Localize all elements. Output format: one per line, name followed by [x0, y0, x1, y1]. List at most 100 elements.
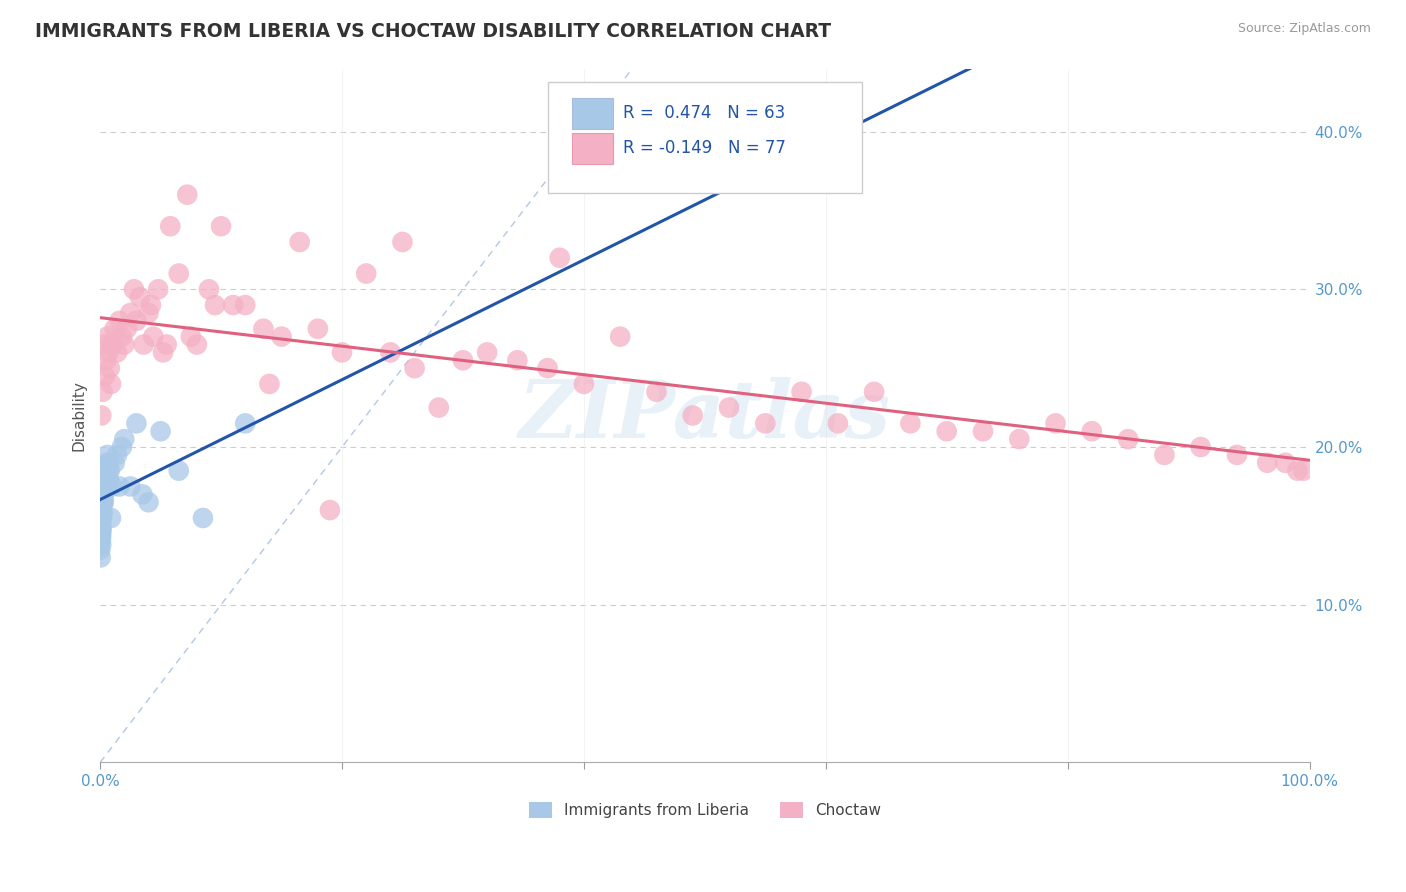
- Point: [115, 322, 138, 336]
- Y-axis label: Disability: Disability: [72, 380, 86, 451]
- Point: [827, 417, 849, 431]
- Point: [90, 516, 112, 530]
- Point: [91, 495, 114, 509]
- Point: [91, 487, 114, 501]
- Point: [111, 329, 134, 343]
- Point: [330, 345, 353, 359]
- Point: [90, 495, 112, 509]
- Point: [94, 464, 117, 478]
- Point: [1045, 417, 1067, 431]
- Point: [1226, 448, 1249, 462]
- Point: [94, 479, 117, 493]
- Point: [90, 522, 112, 536]
- Point: [90, 506, 112, 520]
- Point: [93, 484, 115, 499]
- Point: [98, 475, 121, 489]
- FancyBboxPatch shape: [547, 82, 862, 194]
- Point: [380, 345, 402, 359]
- Point: [90, 511, 112, 525]
- Point: [233, 298, 256, 312]
- FancyBboxPatch shape: [572, 133, 613, 163]
- Point: [93, 479, 115, 493]
- Point: [222, 298, 245, 312]
- Point: [93, 479, 115, 493]
- Point: [112, 337, 135, 351]
- Point: [91, 491, 114, 505]
- Point: [101, 479, 124, 493]
- Point: [233, 417, 256, 431]
- Point: [90, 522, 112, 536]
- Point: [132, 337, 155, 351]
- Point: [319, 503, 342, 517]
- Point: [148, 282, 170, 296]
- Point: [97, 468, 120, 483]
- Point: [138, 495, 160, 509]
- Point: [167, 464, 190, 478]
- Point: [180, 329, 202, 343]
- Point: [152, 345, 174, 359]
- Point: [97, 458, 120, 473]
- Point: [91, 500, 114, 514]
- Point: [354, 267, 377, 281]
- Point: [139, 298, 162, 312]
- Point: [391, 235, 413, 249]
- Point: [131, 487, 153, 501]
- Point: [90, 532, 112, 546]
- Text: R = -0.149   N = 77: R = -0.149 N = 77: [623, 138, 786, 157]
- Text: R =  0.474   N = 63: R = 0.474 N = 63: [623, 104, 785, 122]
- Point: [90, 538, 112, 552]
- Point: [167, 267, 190, 281]
- Point: [90, 503, 112, 517]
- Point: [138, 306, 160, 320]
- FancyBboxPatch shape: [572, 98, 613, 128]
- Point: [97, 345, 120, 359]
- Point: [91, 506, 114, 520]
- Point: [93, 495, 115, 509]
- Point: [790, 384, 813, 399]
- Point: [90, 526, 112, 541]
- Point: [1116, 432, 1139, 446]
- Point: [112, 432, 135, 446]
- Point: [1189, 440, 1212, 454]
- Point: [754, 417, 776, 431]
- Point: [120, 306, 142, 320]
- Point: [111, 440, 134, 454]
- Point: [108, 314, 131, 328]
- Point: [89, 542, 111, 557]
- Point: [90, 526, 112, 541]
- Point: [90, 550, 112, 565]
- Point: [122, 282, 145, 296]
- Point: [96, 479, 118, 493]
- Point: [682, 409, 704, 423]
- Point: [1153, 448, 1175, 462]
- Point: [972, 424, 994, 438]
- Point: [159, 219, 181, 234]
- Point: [1256, 456, 1278, 470]
- Legend: Immigrants from Liberia, Choctaw: Immigrants from Liberia, Choctaw: [523, 796, 887, 824]
- Point: [94, 472, 117, 486]
- Point: [307, 322, 329, 336]
- Point: [91, 503, 114, 517]
- Point: [100, 511, 122, 525]
- Point: [94, 369, 117, 384]
- Point: [96, 353, 118, 368]
- Point: [427, 401, 450, 415]
- Point: [98, 464, 121, 478]
- Point: [1286, 464, 1309, 478]
- Point: [89, 511, 111, 525]
- Point: [91, 487, 114, 501]
- Point: [98, 361, 121, 376]
- Point: [93, 475, 115, 489]
- Point: [572, 376, 595, 391]
- Point: [101, 337, 124, 351]
- Point: [93, 472, 115, 486]
- Point: [142, 329, 165, 343]
- Point: [609, 329, 631, 343]
- Point: [91, 484, 114, 499]
- Point: [105, 345, 128, 359]
- Point: [96, 456, 118, 470]
- Text: Source: ZipAtlas.com: Source: ZipAtlas.com: [1237, 22, 1371, 36]
- Point: [104, 456, 127, 470]
- Point: [1081, 424, 1104, 438]
- Point: [1274, 456, 1296, 470]
